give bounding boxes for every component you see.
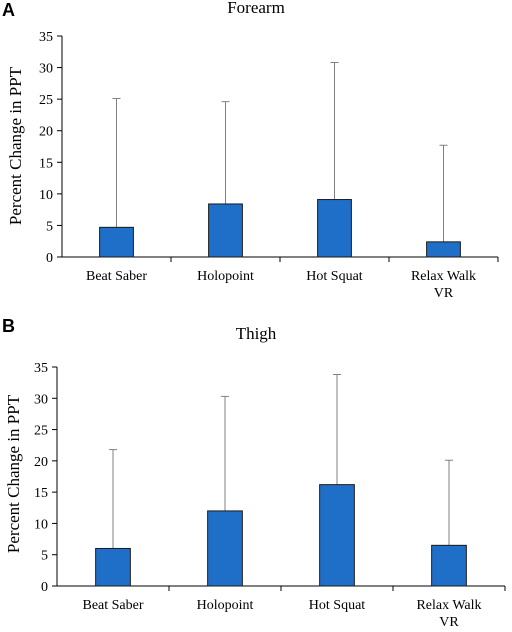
y-tick-label: 10 — [34, 517, 48, 532]
bar — [431, 544, 467, 587]
bar — [207, 510, 243, 587]
y-tick-label: 10 — [39, 188, 53, 203]
chart-title-forearm: Forearm — [227, 0, 285, 17]
y-tick-label: 15 — [39, 156, 53, 171]
x-tick-label: Hot Squat — [309, 598, 366, 613]
y-tick-label: 5 — [41, 549, 48, 564]
chart-panel-forearm: A Forearm 0 5 10 15 20 25 30 35 Percent Change i… — [2, 0, 499, 301]
y-tick-label: 5 — [46, 219, 53, 234]
chart-panel-thigh: B Thigh 0 5 10 15 20 25 30 35 Percent Change in … — [0, 316, 512, 632]
x-tick-label: Relax Walk VR — [416, 598, 481, 630]
chart-thigh-svg: 0 5 10 15 20 25 30 35 Percent Change in PPT Beat … — [4, 361, 506, 630]
y-tick-label: 20 — [34, 455, 48, 470]
x-tick-label: Holopoint — [197, 269, 254, 284]
y-axis-label: Percent Change in PPT — [6, 66, 25, 225]
y-tick-label: 25 — [34, 424, 48, 439]
y-tick-label: 30 — [34, 392, 48, 407]
y-tick-label: 25 — [39, 93, 53, 108]
chart-forearm-svg: 0 5 10 15 20 25 30 35 Percent Change in PPT Beat … — [6, 30, 499, 301]
bar — [95, 547, 131, 587]
x-tick-label: Hot Squat — [306, 269, 363, 284]
y-tick-label: 15 — [34, 486, 48, 501]
x-tick-label: Beat Saber — [86, 269, 147, 284]
bar — [99, 226, 134, 258]
bar — [319, 484, 355, 587]
y-tick-label: 0 — [41, 580, 48, 595]
y-axis-label: Percent Change in PPT — [4, 394, 23, 553]
y-tick-label: 20 — [39, 125, 53, 140]
x-tick-label: Beat Saber — [82, 598, 143, 613]
bar — [208, 203, 243, 258]
panel-letter-b: B — [2, 316, 15, 336]
y-tick-label: 35 — [39, 30, 53, 45]
y-tick-label: 0 — [46, 251, 53, 266]
panel-letter-a: A — [2, 0, 15, 20]
bar — [317, 199, 352, 258]
y-tick-label: 30 — [39, 62, 53, 77]
x-tick-label: Holopoint — [197, 598, 254, 613]
bar — [426, 241, 461, 258]
y-tick-label: 35 — [34, 361, 48, 376]
chart-title-thigh: Thigh — [235, 324, 277, 343]
x-tick-label: Relax Walk VR — [411, 269, 476, 301]
